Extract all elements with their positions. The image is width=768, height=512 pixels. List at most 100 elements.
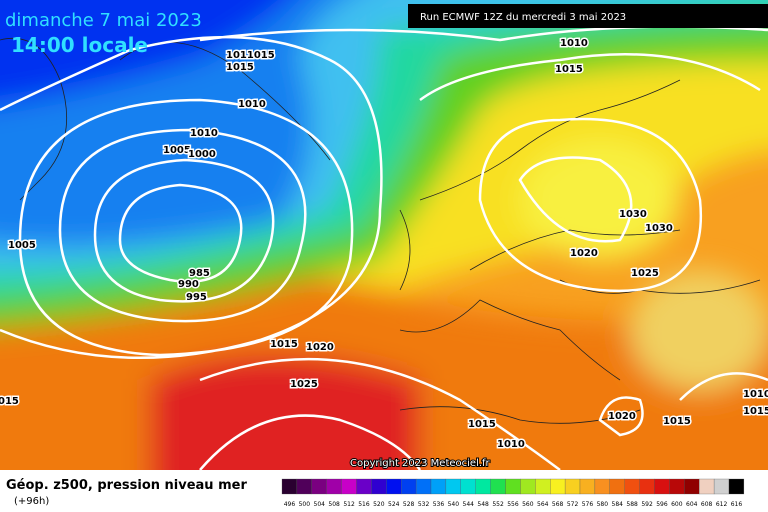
scale-label: 568 [552, 501, 564, 508]
scale-swatch [520, 478, 536, 495]
isobar-label: 1025 [290, 379, 318, 390]
scale-label: 608 [701, 501, 713, 508]
scale-swatch [445, 478, 461, 495]
scale-swatch [460, 478, 476, 495]
scale-swatch [624, 478, 640, 495]
scale-swatch [699, 478, 715, 495]
scale-label: 552 [492, 501, 504, 508]
color-scale: 496 500 504 508 512 516 520 524 528 532 536 540 544 5… [281, 478, 745, 508]
isobar-label: 1000 [188, 149, 216, 160]
scale-label: 548 [477, 501, 489, 508]
isobar-label: 1020 [608, 411, 636, 422]
scale-swatch [579, 478, 596, 495]
run-box [408, 4, 768, 28]
scale-label: 496 [284, 501, 296, 508]
isobar-label: 985 [189, 268, 210, 279]
isobar-label: 1010 [190, 128, 218, 139]
scale-label: 612 [716, 501, 728, 508]
time: 14:00 locale [11, 33, 148, 57]
isobar-label: 1005 [163, 145, 191, 156]
isobar-label: 1030 [619, 209, 647, 220]
scale-label: 576 [582, 501, 594, 508]
scale-label: 572 [567, 501, 579, 508]
scale-label: 588 [626, 501, 638, 508]
scale-label: 600 [671, 501, 683, 508]
scale-label: 508 [328, 501, 340, 508]
coastline [0, 38, 761, 424]
scale-swatch [386, 478, 402, 495]
scale-swatch [639, 478, 655, 495]
scale-swatch [430, 478, 447, 495]
scale-label: 604 [686, 501, 698, 508]
scale-label: 580 [597, 501, 609, 508]
scale-label: 544 [463, 501, 475, 508]
isobar-label: 1015 [270, 339, 298, 350]
scale-swatch [609, 478, 625, 495]
scale-label: 560 [522, 501, 534, 508]
date: dimanche 7 mai 2023 [5, 10, 202, 31]
run-info: Run ECMWF 12Z du mercredi 3 mai 2023 [420, 12, 626, 23]
scale-label: 524 [388, 501, 400, 508]
scale-label: 592 [641, 501, 653, 508]
scale-swatch [684, 478, 700, 495]
isobar-label: 015 [0, 396, 19, 407]
scale-swatch [713, 478, 730, 495]
isobar-label: 1010 [743, 389, 768, 400]
scale-swatch [401, 478, 417, 495]
isobar-label: 1020 [570, 248, 598, 259]
scale-label: 616 [731, 501, 743, 508]
scale-swatch [356, 478, 372, 495]
scale-swatch [669, 478, 685, 495]
scale-swatch [490, 478, 506, 495]
scale-label: 536 [433, 501, 445, 508]
isobar-label: 1030 [645, 223, 673, 234]
scale-swatch [341, 478, 357, 495]
scale-swatch [311, 478, 327, 495]
scale-label: 564 [537, 501, 549, 508]
scale-label: 512 [343, 501, 355, 508]
isobar-label: 1015 [743, 406, 768, 417]
isobars [0, 25, 768, 470]
scale-label: 556 [507, 501, 519, 508]
scale-swatch [475, 478, 491, 495]
copyright: Copyright 2023 Meteociel.fr [350, 458, 491, 469]
scale-label: 528 [403, 501, 415, 508]
legend-title: Géop. z500, pression niveau mer [6, 478, 247, 493]
scale-label: 596 [656, 501, 668, 508]
isobar-label: 1015 [663, 416, 691, 427]
scale-label: 532 [418, 501, 430, 508]
scale-swatch [594, 478, 610, 495]
scale-swatch [564, 478, 581, 495]
scale-swatch [535, 478, 551, 495]
scale-swatch [550, 478, 566, 495]
scale-swatch [505, 478, 521, 495]
isobar-label: 995 [186, 292, 207, 303]
scale-label: 584 [612, 501, 624, 508]
isobar-label: 1005 [8, 240, 36, 251]
isobar-labels: 1010101510110151015101010101005100010059… [0, 37, 768, 452]
scale-swatch [326, 478, 342, 495]
isobar-label: 1025 [631, 268, 659, 279]
isobar-label: 1010 [560, 38, 588, 49]
isobar-label: 1010 [238, 99, 266, 110]
scale-swatch [371, 478, 387, 495]
scale-swatch [415, 478, 432, 495]
scale-swatch [728, 478, 745, 495]
scale-label: 500 [299, 501, 311, 508]
isobar-label: 1020 [306, 342, 334, 353]
scale-swatch [296, 478, 312, 495]
scale-label: 520 [373, 501, 385, 508]
isobar-label: 1010 [497, 439, 525, 450]
isobar-label: 990 [178, 279, 199, 290]
isobar-label: 1015 [226, 62, 254, 73]
isobar-label: 1015 [555, 64, 583, 75]
scale-swatch [281, 478, 298, 495]
scale-label: 540 [448, 501, 460, 508]
scale-swatch [654, 478, 670, 495]
scale-label: 504 [314, 501, 326, 508]
isobar-label: 1011015 [226, 50, 275, 61]
legend-lead: (+96h) [14, 496, 49, 507]
isobar-label: 1015 [468, 419, 496, 430]
